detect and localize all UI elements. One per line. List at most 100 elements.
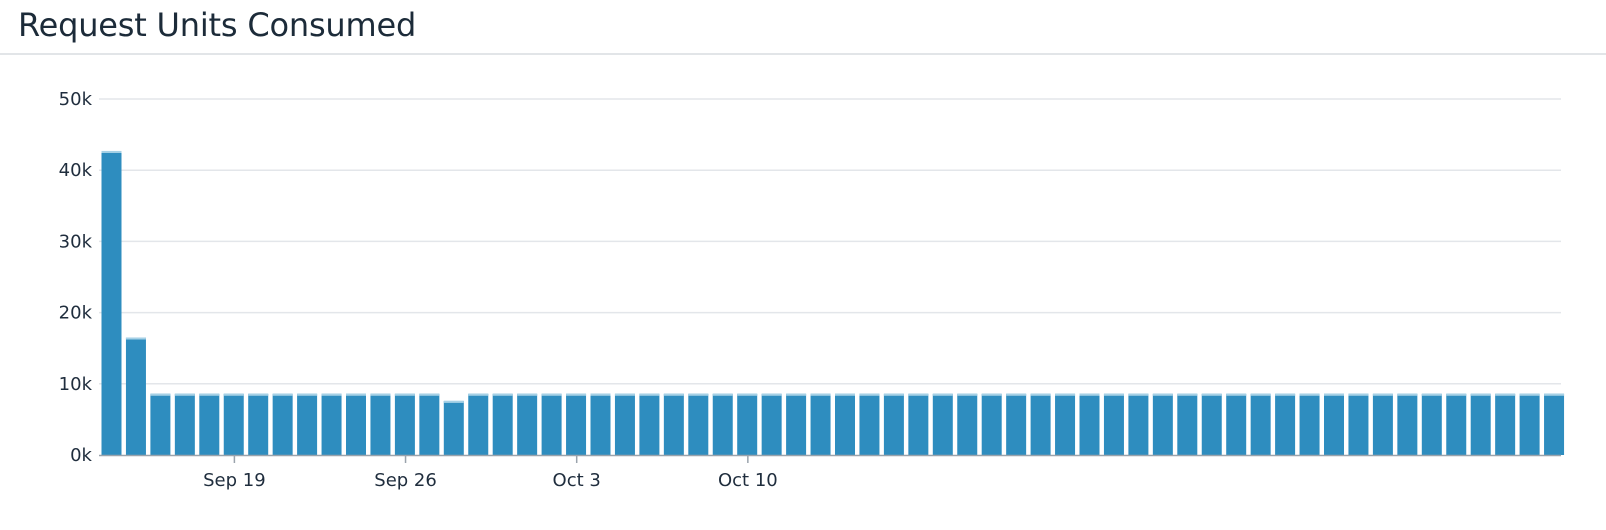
bar-22 (639, 393, 660, 455)
bar-cap-48 (1275, 393, 1296, 396)
bar-cap-5 (223, 393, 244, 396)
bar-cap-36 (981, 393, 1002, 396)
bar-cap-54 (1421, 393, 1442, 396)
bar-cap-38 (1030, 393, 1051, 396)
bar-cap-46 (1226, 393, 1247, 396)
y-tick-label-2: 20k (59, 303, 93, 324)
bar-cap-55 (1446, 393, 1467, 396)
bar-56 (1470, 393, 1491, 455)
bar-43 (1152, 393, 1173, 455)
bar-47 (1250, 393, 1271, 455)
bar-cap-7 (272, 393, 293, 396)
bar-cap-47 (1250, 393, 1271, 396)
bar-42 (1128, 393, 1149, 455)
bar-44 (1177, 393, 1198, 455)
bar-cap-1 (125, 337, 146, 340)
bar-48 (1275, 393, 1296, 455)
bar-37 (1006, 393, 1027, 455)
bar-cap-58 (1519, 393, 1540, 396)
title-divider (0, 53, 1606, 55)
bar-cap-0 (101, 150, 122, 153)
bar-cap-18 (541, 393, 562, 396)
bar-49 (1299, 393, 1320, 455)
bar-cap-15 (468, 393, 489, 396)
bar-cap-13 (419, 393, 440, 396)
bar-cap-9 (321, 393, 342, 396)
bars (101, 150, 1565, 455)
bar-8 (297, 393, 318, 455)
bar-cap-2 (150, 393, 171, 396)
bar-cap-27 (761, 393, 782, 396)
bar-39 (1055, 393, 1076, 455)
x-tick-label-0: Sep 19 (203, 470, 266, 491)
bar-cap-28 (786, 393, 807, 396)
chart-title: Request Units Consumed (18, 6, 417, 44)
bar-29 (810, 393, 831, 455)
bar-57 (1495, 393, 1516, 455)
bar-11 (370, 393, 391, 455)
bar-cap-24 (688, 393, 709, 396)
bar-6 (248, 393, 269, 455)
bar-34 (932, 393, 953, 455)
bar-cap-43 (1152, 393, 1173, 396)
bar-cap-21 (614, 393, 635, 396)
bar-54 (1421, 393, 1442, 455)
bar-cap-49 (1299, 393, 1320, 396)
x-tick-label-2: Oct 3 (553, 470, 601, 491)
bar-17 (517, 393, 538, 455)
bar-cap-51 (1348, 393, 1369, 396)
bar-12 (394, 393, 415, 455)
bar-13 (419, 393, 440, 455)
bar-9 (321, 393, 342, 455)
grid-lines (99, 98, 1561, 385)
bar-40 (1079, 393, 1100, 455)
bar-25 (712, 393, 733, 455)
bar-cap-14 (443, 400, 464, 403)
bar-16 (492, 393, 513, 455)
bar-0 (101, 150, 122, 455)
bar-cap-59 (1544, 393, 1565, 396)
bar-15 (468, 393, 489, 455)
bar-59 (1544, 393, 1565, 455)
bar-21 (614, 393, 635, 455)
bar-28 (786, 393, 807, 455)
bar-41 (1103, 393, 1124, 455)
bar-cap-45 (1201, 393, 1222, 396)
bar-5 (223, 393, 244, 455)
y-tick-label-4: 40k (59, 160, 93, 181)
bar-2 (150, 393, 171, 455)
bar-cap-22 (639, 393, 660, 396)
bar-27 (761, 393, 782, 455)
bar-cap-53 (1397, 393, 1418, 396)
x-axis-ticks: Sep 19 Sep 26 Oct 3 Oct 10 (203, 455, 778, 491)
y-axis-ticks: 0k 10k 20k 30k 40k 50k (59, 89, 93, 466)
bar-cap-11 (370, 393, 391, 396)
x-tick-label-1: Sep 26 (374, 470, 437, 491)
bar-cap-8 (297, 393, 318, 396)
bar-cap-20 (590, 393, 611, 396)
bar-18 (541, 393, 562, 455)
bar-cap-23 (663, 393, 684, 396)
bar-cap-34 (932, 393, 953, 396)
bar-cap-31 (859, 393, 880, 396)
bar-cap-29 (810, 393, 831, 396)
bar-7 (272, 393, 293, 455)
bar-24 (688, 393, 709, 455)
bar-58 (1519, 393, 1540, 455)
bar-19 (566, 393, 587, 455)
bar-32 (883, 393, 904, 455)
bar-53 (1397, 393, 1418, 455)
bar-50 (1324, 393, 1344, 455)
bar-cap-37 (1006, 393, 1027, 396)
bar-30 (835, 393, 855, 455)
bar-cap-52 (1372, 393, 1393, 396)
bar-cap-44 (1177, 393, 1198, 396)
bar-26 (737, 393, 758, 455)
bar-cap-33 (908, 393, 929, 396)
bar-1 (125, 337, 146, 455)
bar-4 (199, 393, 220, 455)
y-tick-label-1: 10k (59, 374, 93, 395)
bar-cap-56 (1470, 393, 1491, 396)
bar-36 (981, 393, 1002, 455)
